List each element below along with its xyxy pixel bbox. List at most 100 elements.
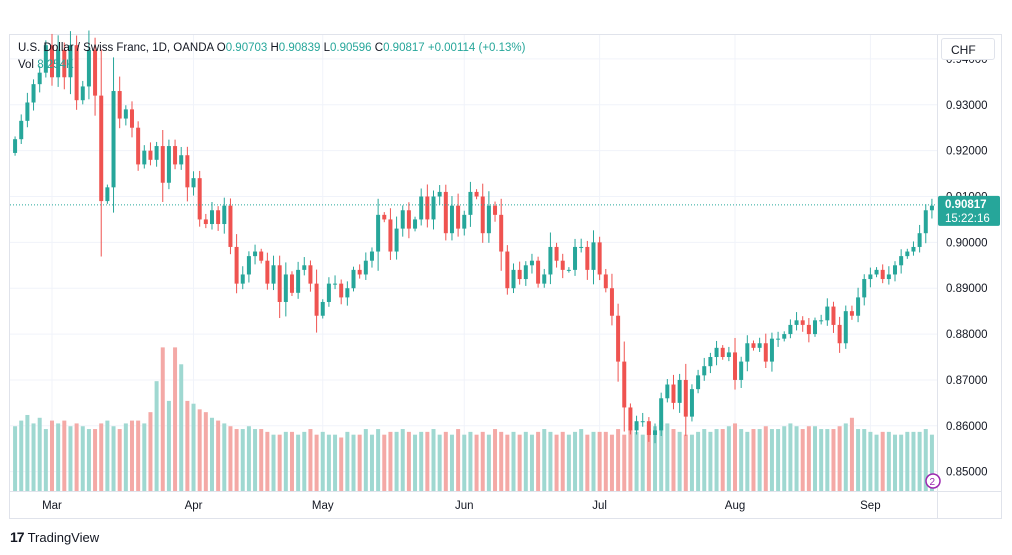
volume-bar [609, 434, 614, 491]
compare-marker-icon[interactable]: 2 [925, 473, 941, 489]
volume-bar [677, 431, 682, 491]
volume-bar [733, 423, 738, 491]
volume-bar [579, 429, 584, 491]
volume-bar [302, 431, 307, 491]
tradingview-logo-icon: 17 [10, 529, 25, 545]
volume-bar [80, 426, 85, 491]
candle-body [843, 311, 848, 344]
volume-bar [505, 434, 510, 491]
candle-body [296, 269, 301, 293]
volume-bar [25, 414, 30, 491]
volume-bar [246, 426, 251, 491]
candle-body [462, 214, 467, 229]
time-tick-label: Mar [42, 500, 62, 512]
volume-bar [646, 429, 651, 491]
candle-body [905, 251, 910, 257]
candle-body [431, 196, 436, 220]
volume-bar [763, 426, 768, 491]
candle-body [31, 84, 36, 103]
candle-body [493, 205, 498, 215]
volume-bar [283, 431, 288, 491]
candle-body [911, 246, 916, 252]
candle-body [456, 205, 461, 229]
time-tick-label: Aug [725, 500, 745, 512]
candle-body [468, 191, 473, 215]
candle-body [603, 274, 608, 289]
volume-bar [13, 426, 18, 491]
candle-body [499, 214, 504, 252]
volume-bar [93, 429, 98, 491]
volume-bar [714, 429, 719, 491]
low-value: 0.90596 [329, 42, 372, 54]
volume-bar [769, 429, 774, 491]
candle-body [769, 338, 774, 362]
volume-bar [757, 429, 762, 491]
tradingview-brand[interactable]: 17 TradingView [10, 529, 99, 545]
currency-button[interactable]: CHF [941, 38, 995, 60]
candle-body [191, 178, 196, 188]
candle-body [148, 150, 153, 160]
candle-body [622, 361, 627, 408]
price-axis[interactable]: 0.940000.930000.920000.910000.900000.890… [946, 54, 988, 479]
time-axis[interactable]: Mar Apr May Jun Jul Aug Sep [42, 500, 881, 512]
volume-bar [819, 429, 824, 491]
candle-body [800, 320, 805, 325]
candle-body [665, 384, 670, 399]
candle-body [388, 219, 393, 252]
volume-bar [136, 420, 141, 491]
volume-bar [222, 423, 227, 491]
time-tick-label: May [312, 500, 334, 512]
candle-body [357, 269, 362, 275]
volume-bar [74, 423, 79, 491]
volume-bar [899, 434, 904, 491]
candle-body [203, 219, 208, 225]
symbol-legend: U.S. Dollar / Swiss Franc, 1D, OANDA O0.… [18, 40, 525, 74]
candle-body [419, 196, 424, 220]
symbol-title[interactable]: U.S. Dollar / Swiss Franc, 1D, OANDA [18, 42, 214, 54]
candle-body [376, 214, 381, 252]
volume-bar [406, 431, 411, 491]
volume-bar [573, 431, 578, 491]
volume-bar [363, 429, 368, 491]
candle-body [714, 347, 719, 358]
volume-bar [56, 423, 61, 491]
volume-bar [689, 434, 694, 491]
candle-body [646, 421, 651, 435]
volume-bar [720, 429, 725, 491]
volume-bar [548, 431, 553, 491]
volume-bar [794, 426, 799, 491]
candle-body [560, 260, 565, 270]
candles [13, 30, 934, 444]
volume-bar [271, 434, 276, 491]
candle-body [326, 283, 331, 302]
candle-body [136, 127, 141, 165]
candle-body [579, 246, 584, 248]
volume-bar [511, 431, 516, 491]
candle-body [37, 72, 42, 85]
candle-body [782, 334, 787, 339]
candle-body [222, 205, 227, 225]
candle-body [154, 146, 159, 160]
candle-body [880, 269, 885, 280]
candle-body [825, 306, 830, 321]
candle-body [185, 155, 190, 188]
candle-body [56, 49, 61, 78]
price-tick-label: 0.93000 [946, 100, 988, 112]
candle-body [886, 274, 891, 280]
volume-bar [616, 429, 621, 491]
volume-bar [708, 431, 713, 491]
volume-label[interactable]: Vol [18, 59, 34, 71]
volume-bar [62, 420, 67, 491]
candle-body [406, 210, 411, 229]
candle-body [862, 279, 867, 298]
volume-bar [320, 431, 325, 491]
volume-bar [437, 434, 442, 491]
ohlc-row: U.S. Dollar / Swiss Franc, 1D, OANDA O0.… [18, 42, 526, 54]
volume-bar [345, 431, 350, 491]
volume-bar [849, 417, 854, 491]
volume-bar [837, 426, 842, 491]
volume-bar [289, 431, 294, 491]
volume-bar [880, 431, 885, 491]
candle-body [228, 205, 233, 247]
